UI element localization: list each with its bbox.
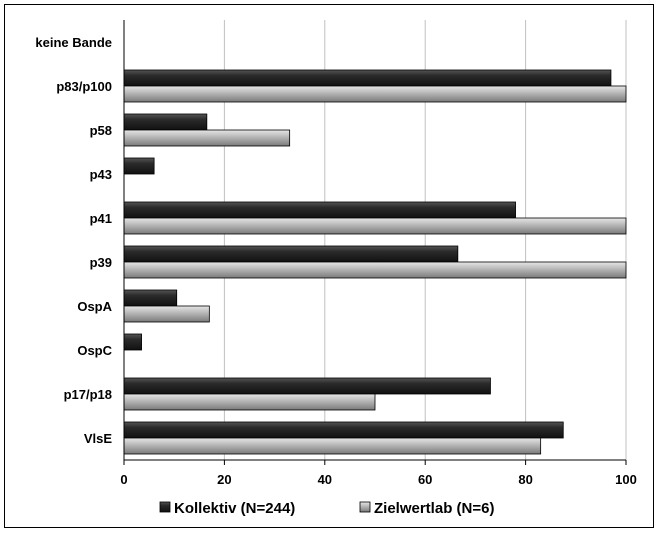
bar-kollektiv [123, 333, 142, 351]
bar-kollektiv [123, 69, 612, 87]
category-label: OspA [77, 299, 112, 314]
bar-kollektiv [123, 421, 564, 439]
category-label: p41 [90, 211, 112, 226]
bars [123, 69, 627, 455]
x-tick-label: 80 [518, 472, 532, 487]
bar-zielwertlab [123, 129, 291, 147]
bar-kollektiv [123, 157, 155, 175]
bar-zielwertlab [123, 393, 376, 411]
legend-label-zielwertlab: Zielwertlab (N=6) [374, 500, 494, 517]
x-tick-label: 40 [318, 472, 332, 487]
x-tick-label: 60 [418, 472, 432, 487]
category-label: keine Bande [35, 35, 112, 50]
legend-label-kollektiv: Kollektiv (N=244) [174, 500, 295, 517]
bar-zielwertlab [123, 305, 210, 323]
legend: Kollektiv (N=244) Zielwertlab (N=6) [159, 500, 494, 517]
bar-zielwertlab [123, 261, 627, 279]
legend-swatch-kollektiv [159, 501, 171, 513]
category-label: p83/p100 [56, 79, 112, 94]
category-label: p43 [90, 167, 112, 182]
category-label: p58 [90, 123, 112, 138]
bar-kollektiv [123, 289, 178, 307]
category-label: p17/p18 [64, 387, 112, 402]
legend-swatch-zielwertlab [359, 501, 371, 513]
axes [123, 20, 626, 461]
bar-zielwertlab [123, 217, 627, 235]
bar-zielwertlab [123, 437, 542, 455]
x-tick-label: 100 [615, 472, 637, 487]
bar-kollektiv [123, 201, 516, 219]
category-labels: keine Bande p83/p100 p58 p43 p41 p39 OspA OspC p… [35, 35, 112, 446]
category-label: p39 [90, 255, 112, 270]
bar-kollektiv [123, 113, 208, 131]
bar-kollektiv [123, 245, 459, 263]
x-tick-label: 20 [217, 472, 231, 487]
x-tick-labels: 0 20 40 60 80 100 [120, 460, 637, 487]
x-tick-label: 0 [120, 472, 127, 487]
bar-kollektiv [123, 377, 491, 395]
bar-zielwertlab [123, 85, 627, 103]
category-label: VlsE [84, 431, 113, 446]
category-label: OspC [77, 343, 112, 358]
